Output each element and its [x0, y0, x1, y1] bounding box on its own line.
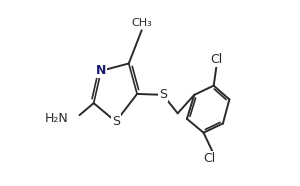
Text: H₂N: H₂N — [45, 112, 69, 125]
Text: Cl: Cl — [210, 53, 223, 66]
Text: S: S — [112, 115, 120, 128]
Text: S: S — [159, 88, 167, 101]
Text: Cl: Cl — [203, 152, 215, 165]
Text: N: N — [96, 64, 106, 77]
Text: CH₃: CH₃ — [131, 18, 152, 28]
